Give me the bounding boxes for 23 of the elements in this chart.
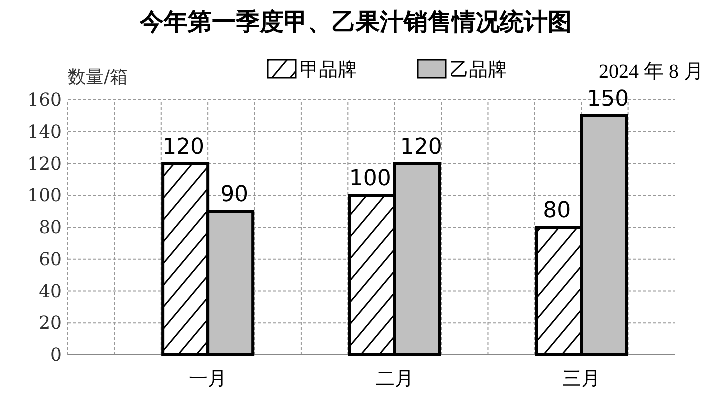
data-label: 120 [400,134,442,160]
x-tick-label: 二月 [376,368,414,390]
chart-title: 今年第一季度甲、乙果汁销售情况统计图 [139,8,572,36]
y-tick-label: 140 [28,122,62,143]
data-label: 90 [220,182,249,208]
y-tick-label: 0 [50,345,62,366]
x-tick-label: 一月 [189,368,228,390]
data-label: 150 [587,86,630,112]
legend-label: 甲品牌 [300,59,357,81]
text: 2024 年 8 月 [599,61,704,83]
data-label: 80 [543,198,572,224]
y-tick-label: 160 [28,90,62,111]
data-label: 120 [162,134,205,160]
y-tick-label: 20 [39,313,62,334]
y-tick-label: 120 [28,154,62,175]
y-axis-title: 数量/箱 [68,67,128,88]
y-tick-label: 100 [28,186,62,207]
y-tick-label: 80 [39,218,62,238]
data-label: 100 [349,166,392,192]
x-tick-label: 三月 [562,368,601,390]
y-tick-label: 40 [39,281,62,302]
legend-label: 乙品牌 [450,59,507,81]
y-tick-label: 60 [39,249,62,270]
